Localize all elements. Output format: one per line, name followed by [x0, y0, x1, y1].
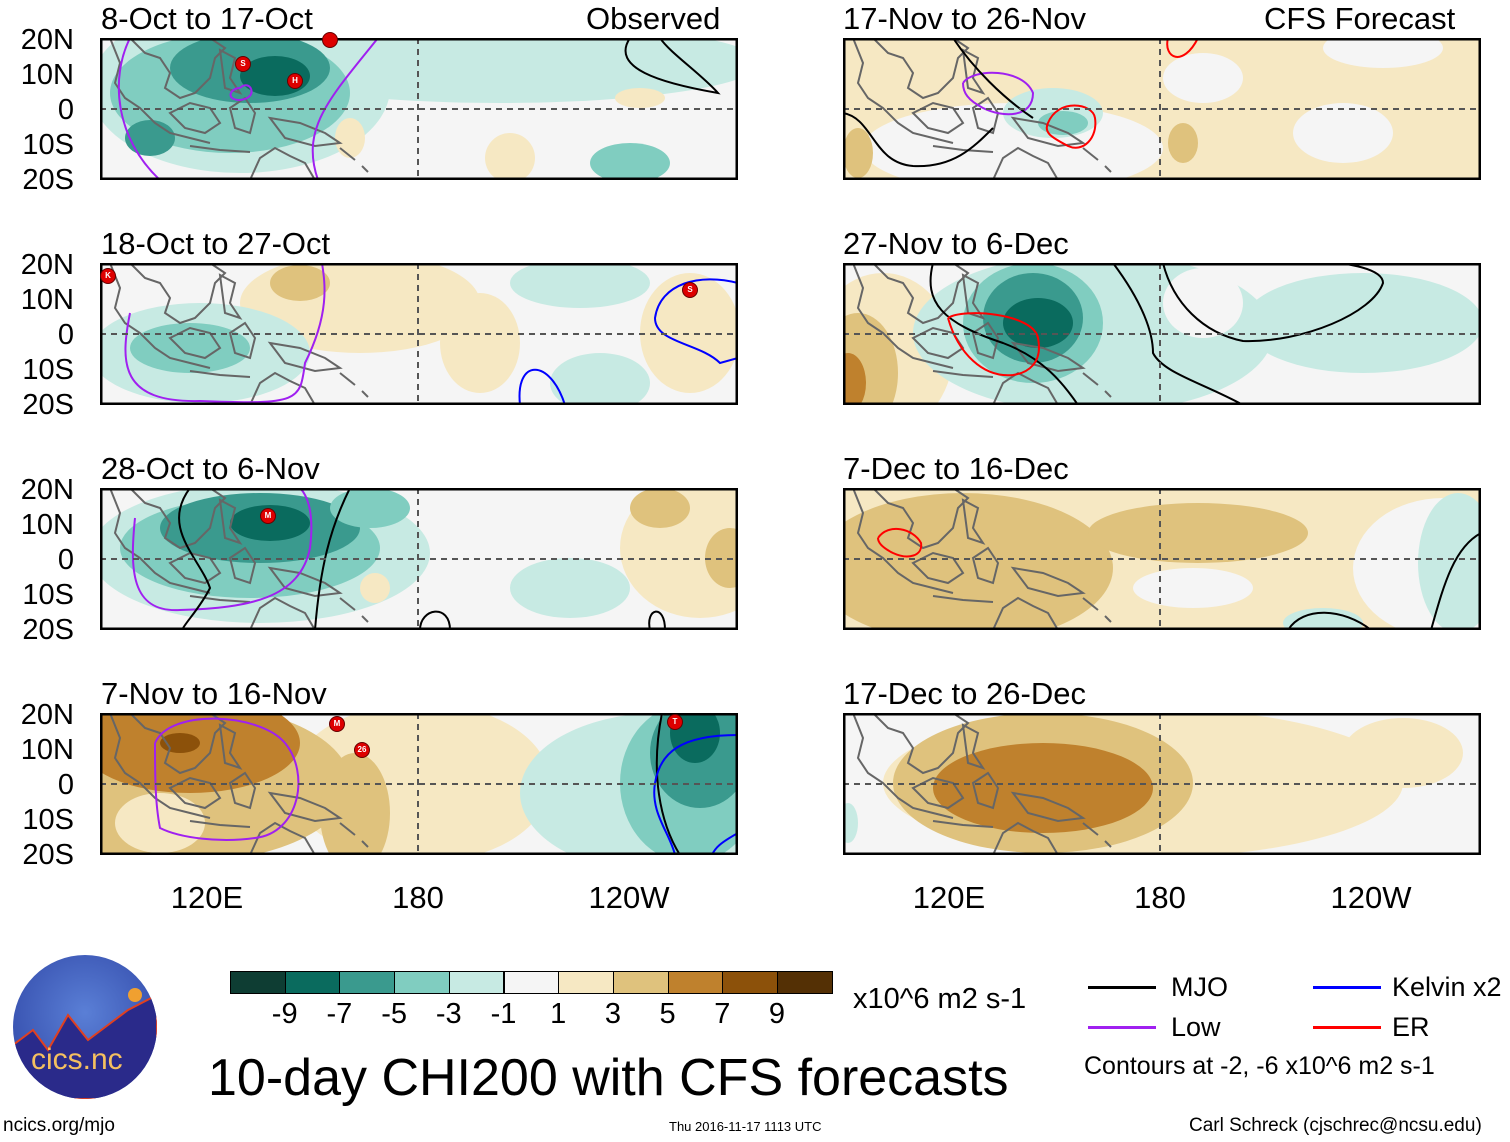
colorbar-tick-label: -7 — [326, 998, 353, 1030]
lon-label: 120E — [912, 880, 986, 915]
legend-label: Kelvin x2 — [1392, 972, 1502, 1002]
colorbar-tick-label: 9 — [768, 998, 786, 1030]
lat-label: 10N — [20, 59, 74, 91]
storm-icon: H — [287, 73, 303, 89]
lat-label: 10S — [22, 579, 74, 611]
colorbar-swatch — [722, 971, 778, 994]
lon-label: 180 — [1134, 880, 1186, 915]
colorbar-swatch — [558, 971, 614, 994]
figure-title: 10-day CHI200 with CFS forecasts — [208, 1049, 1009, 1107]
lat-label: 20S — [22, 389, 74, 421]
footer-author: Carl Schreck (cjschrec@ncsu.edu) — [1189, 1115, 1482, 1136]
lat-label: 10S — [22, 354, 74, 386]
map-panel-7dec — [843, 488, 1481, 630]
lat-label: 20S — [22, 164, 74, 196]
storm-icon: T — [667, 714, 683, 730]
colorbar-swatch — [612, 971, 669, 994]
panel-label-forecast: CFS Forecast — [1264, 1, 1456, 36]
colorbar-swatch — [503, 971, 560, 994]
map-panel-8oct: S H — [100, 32, 738, 180]
legend-label: Low — [1171, 1012, 1221, 1042]
map-panel-18oct: K S — [100, 263, 738, 405]
storm-icon: S — [235, 56, 251, 72]
lat-label: 10N — [20, 734, 74, 766]
legend-line-low — [1088, 1026, 1156, 1029]
panel-title: 18-Oct to 27-Oct — [101, 226, 331, 261]
colorbar-tick-label: -3 — [435, 998, 462, 1030]
lat-label: 0 — [57, 769, 74, 801]
panel-title: 8-Oct to 17-Oct — [101, 1, 313, 36]
colorbar-swatch — [230, 971, 286, 994]
colorbar-swatch — [284, 971, 341, 994]
map-panel-7nov: M 26 T — [100, 713, 738, 855]
panel-title: 7-Dec to 16-Dec — [843, 451, 1069, 486]
footer-url: ncics.org/mjo — [3, 1115, 115, 1136]
storm-icon: S — [682, 282, 698, 298]
map-panel-17nov — [843, 38, 1481, 180]
panel-title: 28-Oct to 6-Nov — [101, 451, 320, 486]
lat-label: 10S — [22, 129, 74, 161]
lat-label: 10N — [20, 509, 74, 541]
legend-line-kelvin — [1313, 986, 1381, 989]
lat-label: 20N — [20, 699, 74, 731]
cics-logo: cics.nc — [13, 955, 157, 1099]
colorbar-swatch — [777, 971, 833, 994]
storm-icon: M — [329, 716, 345, 732]
lat-label: 20N — [20, 24, 74, 56]
panel-title: 17-Nov to 26-Nov — [843, 1, 1086, 36]
colorbar-tick-label: 5 — [659, 998, 676, 1030]
colorbar-tick-label: 7 — [714, 998, 731, 1030]
panel-label-observed: Observed — [586, 1, 721, 36]
colorbar-swatch — [339, 971, 396, 994]
panel-title: 7-Nov to 16-Nov — [101, 676, 327, 711]
colorbar-swatch — [394, 971, 450, 994]
map-panel-27nov — [843, 263, 1481, 405]
panel-title: 17-Dec to 26-Dec — [843, 676, 1086, 711]
lat-label: 0 — [57, 544, 74, 576]
colorbar-tick-label: 3 — [604, 998, 621, 1030]
logo-text: cics.nc — [31, 1043, 123, 1076]
panel-title: 27-Nov to 6-Dec — [843, 226, 1069, 261]
legend-line-er — [1313, 1026, 1381, 1029]
lon-label: 120W — [588, 880, 670, 915]
lat-label: 20S — [22, 839, 74, 871]
storm-icon: 26 — [354, 742, 370, 758]
lat-label: 10S — [22, 804, 74, 836]
lon-label: 180 — [392, 880, 444, 915]
colorbar-tick-label: 1 — [550, 998, 567, 1030]
colorbar-tick-label: -1 — [490, 998, 517, 1030]
lat-label: 10N — [20, 284, 74, 316]
colorbar-tick-label: -9 — [271, 998, 298, 1030]
lat-label: 0 — [57, 94, 74, 126]
map-panel-17dec — [843, 713, 1481, 855]
lat-label: 0 — [57, 319, 74, 351]
colorbar-swatch — [448, 971, 505, 994]
legend-line-mjo — [1088, 986, 1156, 989]
legend-label: ER — [1392, 1012, 1430, 1042]
colorbar-units: x10^6 m2 s-1 — [853, 983, 1027, 1015]
legend-label: MJO — [1171, 972, 1228, 1002]
colorbar-swatch — [667, 971, 724, 994]
lat-label: 20S — [22, 614, 74, 646]
footer-timestamp: Thu 2016-11-17 1113 UTC — [669, 1119, 822, 1134]
storm-icon — [322, 32, 338, 48]
lon-label: 120E — [170, 880, 244, 915]
lat-label: 20N — [20, 249, 74, 281]
lat-label: 20N — [20, 474, 74, 506]
contour-note: Contours at -2, -6 x10^6 m2 s-1 — [1084, 1052, 1435, 1080]
storm-icon: K — [100, 268, 116, 284]
lon-label: 120W — [1330, 880, 1412, 915]
map-panel-28oct: M — [100, 488, 738, 630]
colorbar-tick-label: -5 — [381, 998, 407, 1030]
storm-icon: M — [260, 508, 276, 524]
